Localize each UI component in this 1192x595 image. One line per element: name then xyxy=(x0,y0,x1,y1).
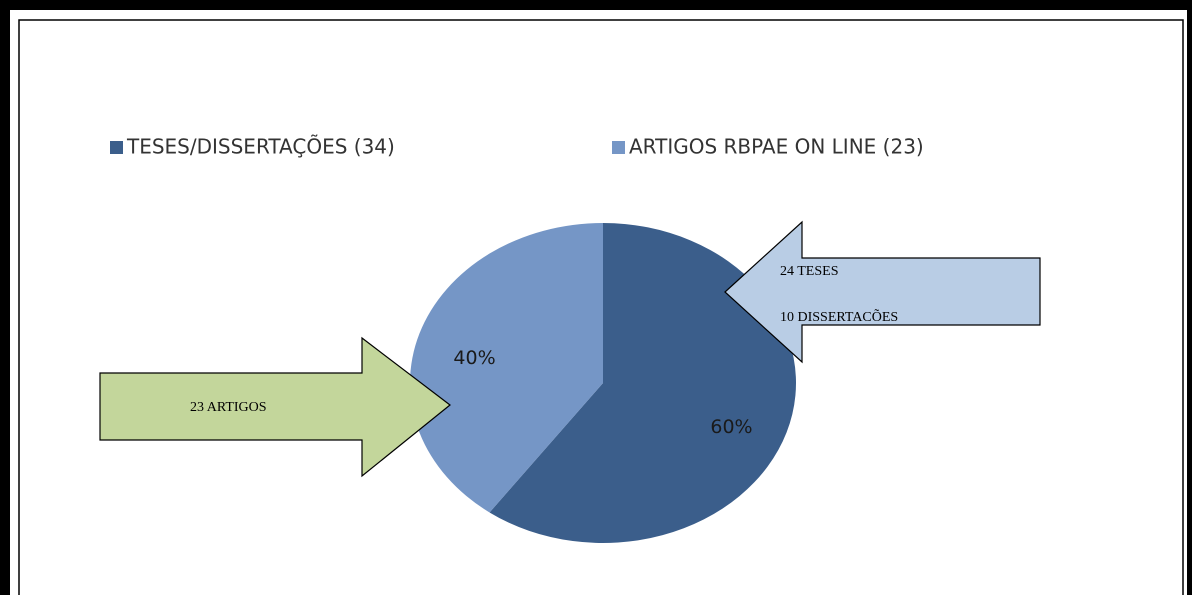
annotation: 23 ARTIGOS xyxy=(190,400,267,415)
data-label: 60% xyxy=(710,416,752,438)
annotation: 10 DISSERTACÕES xyxy=(780,308,898,325)
data-label: 40% xyxy=(453,347,495,369)
legend-swatch xyxy=(612,141,625,154)
legend-label: ARTIGOS RBPAE ON LINE (23) xyxy=(629,135,924,159)
pie-slice xyxy=(409,223,603,513)
arrow xyxy=(99,336,451,478)
annotation: 24 TESES xyxy=(780,264,838,279)
pie xyxy=(409,223,797,543)
arrow xyxy=(724,220,1041,364)
legend-label: TESES/DISSERTAÇÕES (34) xyxy=(126,135,395,159)
legend-swatch xyxy=(110,141,123,154)
pie-slice xyxy=(489,223,797,543)
